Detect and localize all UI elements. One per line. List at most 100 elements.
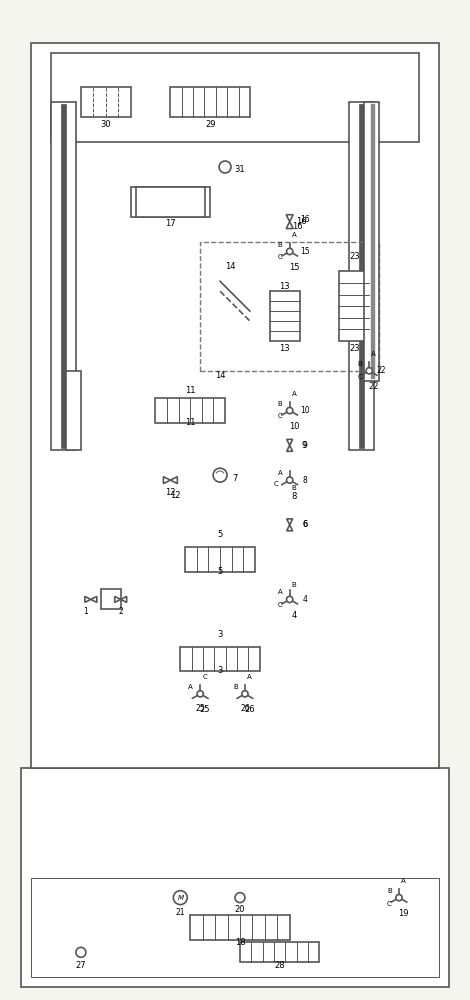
Polygon shape (286, 215, 293, 222)
Text: A: A (401, 878, 406, 884)
Bar (81, 87, 131, 117)
Bar (364, 102, 379, 381)
Bar (180, 647, 260, 671)
Text: 12: 12 (170, 491, 180, 500)
Circle shape (197, 691, 204, 697)
Text: 9: 9 (302, 441, 307, 450)
Polygon shape (287, 439, 293, 445)
Text: 5: 5 (218, 567, 223, 576)
Text: 1: 1 (84, 607, 88, 616)
Text: 14: 14 (225, 262, 235, 271)
Polygon shape (115, 596, 121, 602)
Text: 25: 25 (196, 704, 205, 713)
Bar (31, 43, 439, 768)
Bar (135, 187, 205, 217)
Text: 4: 4 (302, 595, 307, 604)
Text: 28: 28 (274, 961, 285, 970)
Text: 14: 14 (215, 371, 225, 380)
Bar (200, 242, 379, 371)
Polygon shape (287, 445, 293, 451)
Text: M: M (177, 895, 183, 901)
Polygon shape (287, 519, 293, 525)
Text: 6: 6 (302, 520, 307, 529)
Text: 27: 27 (76, 961, 86, 970)
Text: 10: 10 (300, 406, 309, 415)
Circle shape (235, 893, 245, 903)
Text: 16: 16 (300, 215, 309, 224)
Text: 3: 3 (218, 666, 223, 675)
Bar (371, 104, 375, 379)
Text: C: C (387, 901, 392, 907)
Text: 15: 15 (300, 247, 309, 256)
Text: 3: 3 (218, 630, 223, 639)
Text: 20: 20 (235, 905, 245, 914)
Polygon shape (85, 596, 91, 602)
Text: C: C (278, 602, 282, 608)
Circle shape (287, 248, 293, 255)
Bar (156, 398, 225, 423)
Text: 21: 21 (176, 908, 185, 917)
Text: 17: 17 (165, 219, 176, 228)
Text: 25: 25 (199, 705, 210, 714)
Bar (31, 878, 439, 977)
Text: C: C (278, 254, 282, 260)
Text: 15: 15 (289, 263, 299, 272)
Text: A: A (292, 391, 297, 397)
Text: B: B (292, 485, 297, 491)
Text: 7: 7 (232, 474, 238, 483)
Bar (61, 104, 66, 448)
Text: 31: 31 (235, 165, 245, 174)
Bar (339, 271, 369, 341)
Text: 4: 4 (291, 611, 297, 620)
Polygon shape (91, 596, 97, 602)
Bar (349, 102, 374, 450)
Text: 8: 8 (291, 492, 297, 501)
Bar (101, 589, 121, 609)
Text: 19: 19 (398, 909, 409, 918)
Text: B: B (357, 361, 362, 367)
Polygon shape (286, 222, 293, 229)
Text: 23: 23 (349, 252, 360, 261)
Circle shape (396, 895, 402, 901)
Circle shape (287, 407, 293, 414)
Text: 16: 16 (296, 217, 307, 226)
Bar (190, 915, 290, 940)
Text: B: B (387, 888, 392, 894)
Text: C: C (357, 374, 362, 380)
Text: 22: 22 (376, 366, 386, 375)
Text: B: B (278, 401, 282, 407)
Text: 13: 13 (279, 344, 290, 353)
Text: B: B (233, 684, 238, 690)
Text: 23: 23 (349, 344, 360, 353)
Circle shape (213, 468, 227, 482)
Text: 8: 8 (302, 476, 307, 485)
Polygon shape (164, 477, 171, 484)
Text: 9: 9 (302, 441, 307, 450)
Bar (51, 102, 76, 450)
Text: 29: 29 (205, 120, 215, 129)
Text: 13: 13 (279, 282, 290, 291)
Text: 6: 6 (302, 520, 307, 529)
Circle shape (366, 368, 372, 374)
Text: 12: 12 (165, 488, 176, 497)
Text: 26: 26 (240, 704, 250, 713)
Text: A: A (371, 351, 376, 357)
Polygon shape (121, 596, 126, 602)
Polygon shape (171, 477, 177, 484)
Text: A: A (278, 589, 282, 595)
Text: A: A (247, 674, 251, 680)
Text: 22: 22 (368, 382, 379, 391)
Text: C: C (278, 413, 282, 419)
Circle shape (219, 161, 231, 173)
Circle shape (173, 891, 187, 905)
Text: 26: 26 (244, 705, 255, 714)
Text: 30: 30 (101, 120, 111, 129)
Bar (185, 547, 255, 572)
Bar (270, 291, 299, 341)
Text: 16: 16 (292, 222, 302, 231)
Text: A: A (278, 470, 282, 476)
Text: 2: 2 (118, 607, 123, 616)
Text: 11: 11 (185, 386, 196, 395)
Text: C: C (202, 674, 207, 680)
Polygon shape (287, 525, 293, 531)
